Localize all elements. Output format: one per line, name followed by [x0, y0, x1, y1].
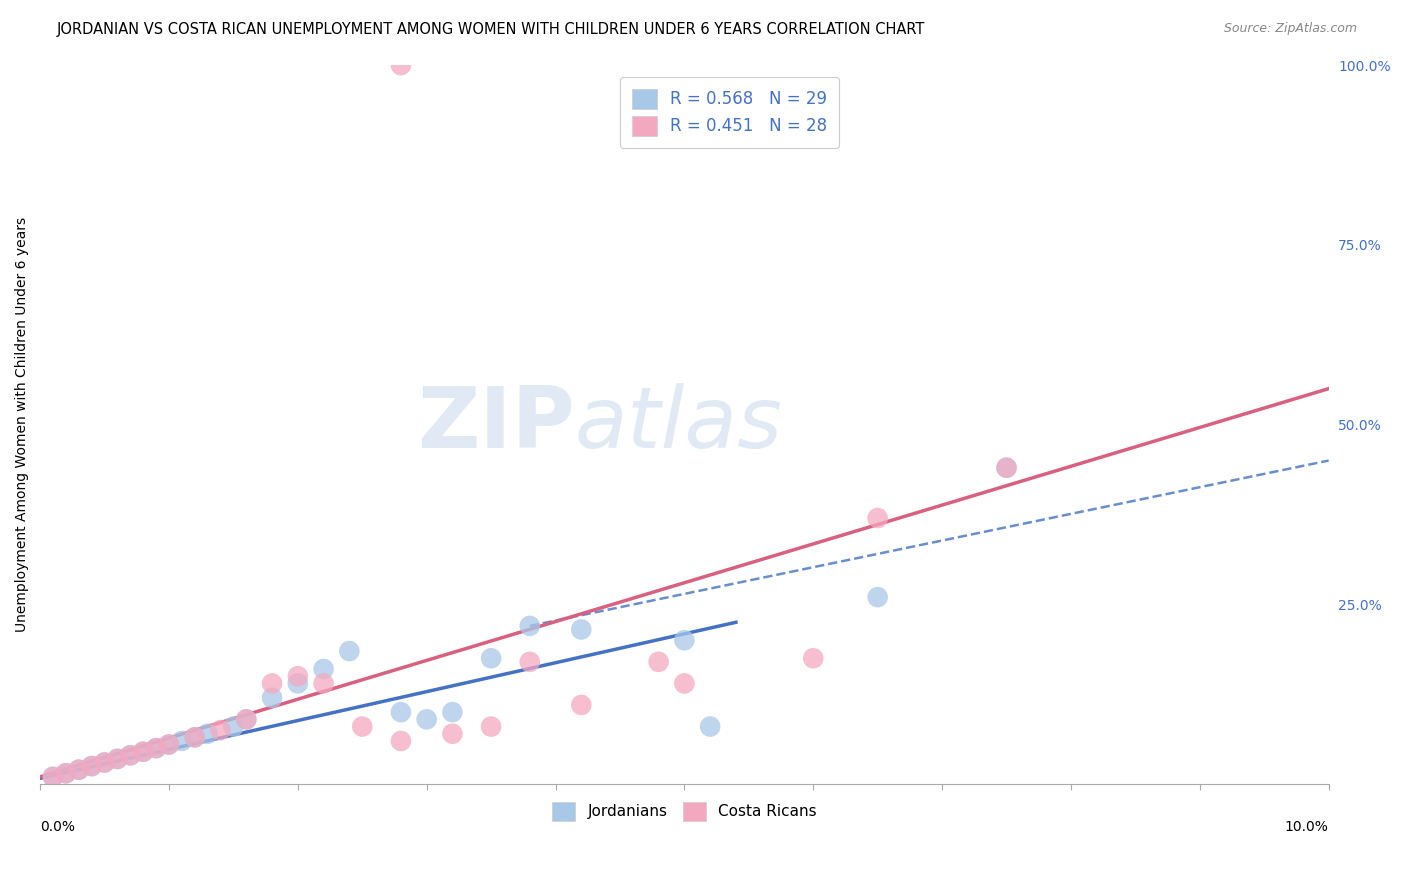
- Y-axis label: Unemployment Among Women with Children Under 6 years: Unemployment Among Women with Children U…: [15, 217, 30, 632]
- Point: [673, 676, 696, 690]
- Point: [145, 741, 167, 756]
- Point: [866, 511, 889, 525]
- Point: [80, 759, 103, 773]
- Point: [80, 759, 103, 773]
- Point: [67, 763, 90, 777]
- Text: 10.0%: 10.0%: [1285, 820, 1329, 834]
- Point: [866, 590, 889, 604]
- Point: [93, 756, 115, 770]
- Point: [132, 745, 155, 759]
- Point: [184, 731, 207, 745]
- Point: [389, 58, 412, 72]
- Point: [55, 766, 77, 780]
- Legend: Jordanians, Costa Ricans: Jordanians, Costa Ricans: [546, 796, 823, 827]
- Point: [184, 731, 207, 745]
- Point: [222, 720, 245, 734]
- Point: [197, 727, 219, 741]
- Point: [415, 712, 437, 726]
- Point: [132, 745, 155, 759]
- Point: [352, 720, 374, 734]
- Point: [312, 676, 335, 690]
- Text: Source: ZipAtlas.com: Source: ZipAtlas.com: [1223, 22, 1357, 36]
- Point: [479, 651, 502, 665]
- Point: [389, 705, 412, 719]
- Point: [699, 720, 721, 734]
- Point: [995, 460, 1018, 475]
- Text: atlas: atlas: [575, 383, 783, 467]
- Text: JORDANIAN VS COSTA RICAN UNEMPLOYMENT AMONG WOMEN WITH CHILDREN UNDER 6 YEARS CO: JORDANIAN VS COSTA RICAN UNEMPLOYMENT AM…: [56, 22, 925, 37]
- Point: [55, 766, 77, 780]
- Point: [312, 662, 335, 676]
- Point: [93, 756, 115, 770]
- Point: [337, 644, 360, 658]
- Point: [441, 727, 464, 741]
- Point: [801, 651, 824, 665]
- Point: [145, 741, 167, 756]
- Point: [389, 734, 412, 748]
- Point: [235, 712, 257, 726]
- Point: [42, 770, 65, 784]
- Point: [287, 676, 309, 690]
- Point: [235, 712, 257, 726]
- Point: [107, 752, 129, 766]
- Point: [647, 655, 669, 669]
- Point: [519, 619, 541, 633]
- Point: [569, 698, 592, 712]
- Point: [441, 705, 464, 719]
- Text: 0.0%: 0.0%: [41, 820, 75, 834]
- Point: [157, 738, 180, 752]
- Point: [107, 752, 129, 766]
- Point: [120, 748, 142, 763]
- Point: [673, 633, 696, 648]
- Point: [479, 720, 502, 734]
- Point: [67, 763, 90, 777]
- Point: [995, 460, 1018, 475]
- Point: [569, 623, 592, 637]
- Text: ZIP: ZIP: [418, 383, 575, 467]
- Point: [157, 738, 180, 752]
- Point: [260, 690, 283, 705]
- Point: [209, 723, 232, 738]
- Point: [42, 770, 65, 784]
- Point: [170, 734, 193, 748]
- Point: [120, 748, 142, 763]
- Point: [519, 655, 541, 669]
- Point: [260, 676, 283, 690]
- Point: [287, 669, 309, 683]
